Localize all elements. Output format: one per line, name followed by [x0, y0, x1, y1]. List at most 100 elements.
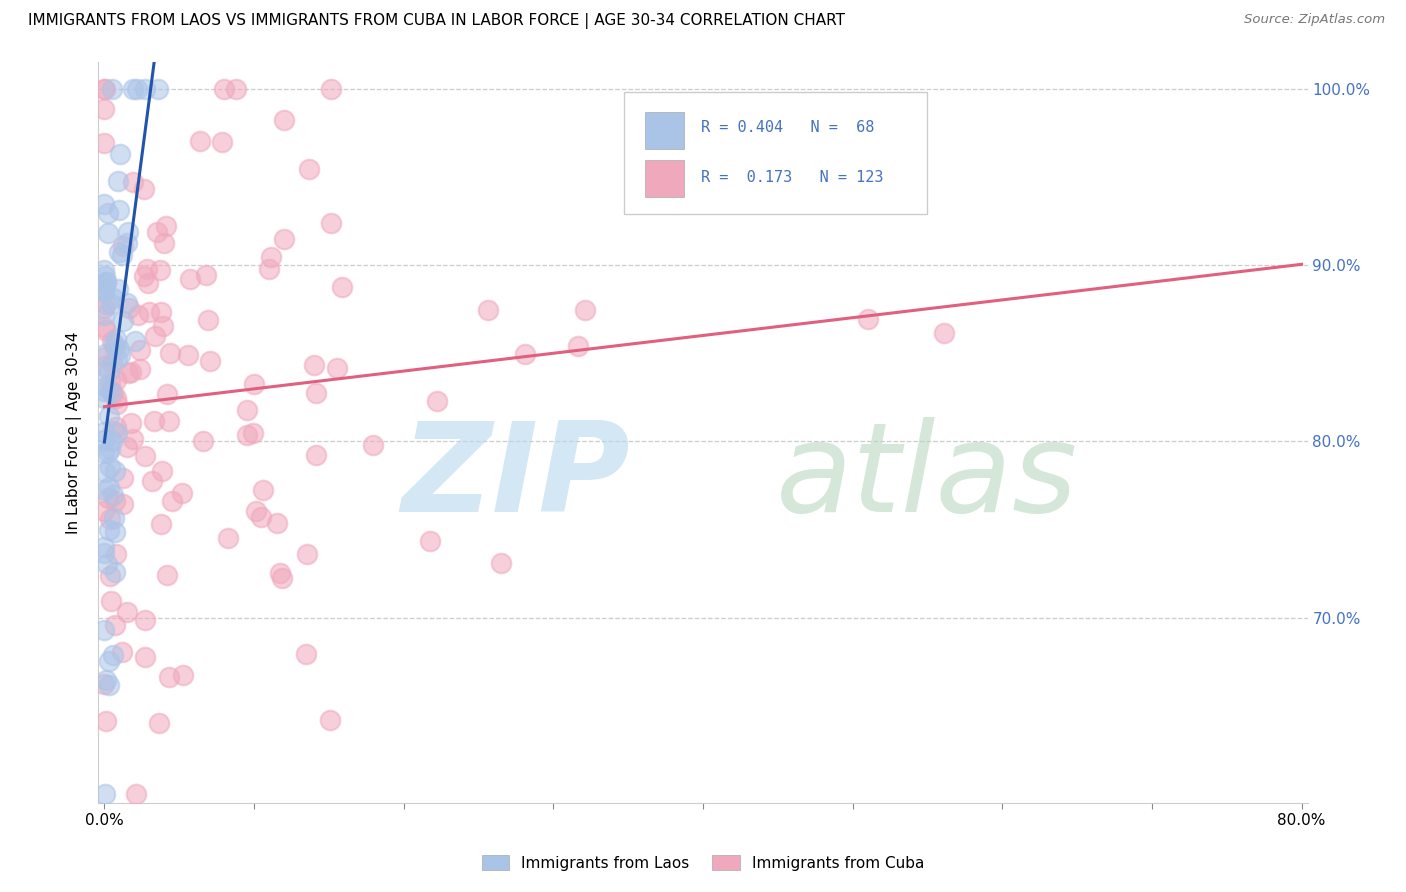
Point — [305, 385, 328, 400]
Point — [122, 82, 145, 96]
Point — [134, 613, 156, 627]
Point — [98, 512, 121, 526]
Point — [94, 483, 117, 498]
Point — [100, 82, 122, 96]
Point — [155, 219, 177, 233]
Point — [302, 358, 325, 372]
Text: ZIP: ZIP — [402, 417, 630, 538]
Point — [235, 428, 257, 442]
Point — [104, 524, 127, 539]
Point — [242, 425, 264, 440]
Point — [143, 329, 166, 343]
Point — [100, 384, 122, 399]
Point — [93, 425, 115, 439]
Point — [117, 296, 139, 310]
Point — [361, 437, 384, 451]
Point — [567, 339, 589, 353]
Point — [111, 238, 134, 252]
Point — [155, 386, 177, 401]
Point — [295, 547, 318, 561]
Point — [93, 677, 115, 691]
Point — [257, 261, 280, 276]
Point — [245, 504, 267, 518]
Point — [94, 268, 117, 283]
Point — [101, 488, 124, 502]
Point — [98, 442, 121, 457]
Point — [146, 82, 169, 96]
Text: R =  0.173   N = 123: R = 0.173 N = 123 — [700, 170, 883, 186]
Point — [117, 366, 139, 380]
Point — [93, 359, 115, 373]
Point — [100, 334, 122, 349]
Point — [93, 283, 115, 297]
Point — [93, 546, 115, 560]
Point — [122, 433, 145, 447]
Point — [115, 440, 138, 454]
Point — [149, 263, 172, 277]
Point — [236, 402, 259, 417]
Point — [110, 146, 132, 161]
Point — [138, 305, 160, 319]
Point — [425, 393, 447, 408]
Point — [94, 350, 117, 364]
Point — [172, 668, 194, 682]
Text: R = 0.404   N =  68: R = 0.404 N = 68 — [700, 120, 875, 135]
Point — [93, 364, 115, 378]
Point — [101, 356, 124, 370]
Point — [93, 323, 115, 337]
Point — [198, 354, 221, 368]
Point — [93, 465, 115, 479]
Point — [101, 386, 124, 401]
Point — [108, 343, 131, 357]
Point — [103, 291, 125, 305]
Point — [93, 319, 115, 334]
Point — [152, 319, 174, 334]
Point — [197, 313, 219, 327]
Point — [194, 268, 217, 282]
Point — [105, 425, 128, 440]
Point — [96, 673, 118, 687]
Point — [103, 494, 125, 508]
Point — [127, 308, 149, 322]
Point — [94, 275, 117, 289]
Point — [101, 434, 124, 449]
Point — [96, 557, 118, 571]
Point — [105, 547, 128, 561]
Point — [319, 82, 342, 96]
Point — [101, 424, 124, 438]
Point — [273, 232, 295, 246]
Point — [112, 471, 135, 485]
Point — [489, 557, 512, 571]
Point — [269, 566, 291, 580]
Point — [93, 197, 115, 211]
Point — [93, 282, 115, 296]
Point — [115, 605, 138, 619]
Point — [136, 276, 159, 290]
Point — [97, 409, 120, 424]
Point — [115, 235, 138, 250]
Point — [117, 225, 139, 239]
Point — [97, 364, 120, 378]
Point — [191, 434, 214, 449]
Point — [124, 334, 146, 348]
Point — [93, 541, 115, 555]
Point — [477, 302, 499, 317]
Point — [97, 226, 120, 240]
Point — [111, 645, 134, 659]
Point — [260, 250, 283, 264]
Point — [225, 82, 247, 96]
Point — [104, 618, 127, 632]
Bar — [645, 161, 683, 197]
Point — [100, 297, 122, 311]
Point — [132, 182, 155, 196]
Point — [93, 446, 115, 460]
Point — [96, 714, 118, 728]
Point — [94, 297, 117, 311]
Point — [105, 333, 128, 347]
Point — [98, 383, 121, 397]
Point — [93, 384, 115, 399]
Point — [156, 568, 179, 582]
Point — [104, 420, 127, 434]
Point — [211, 136, 233, 150]
Point — [93, 301, 115, 315]
